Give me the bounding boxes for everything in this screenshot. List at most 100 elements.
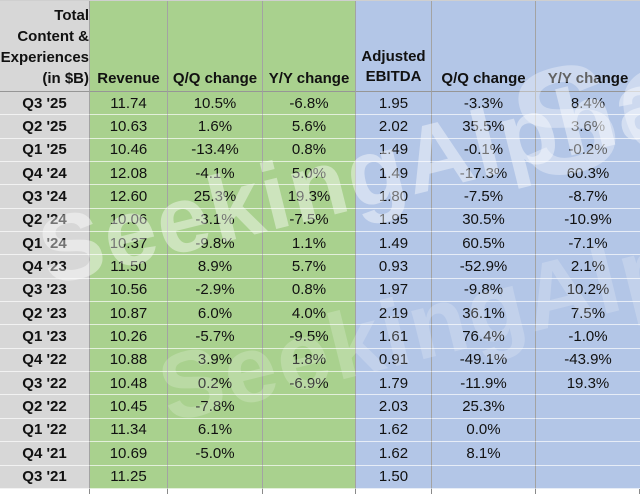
ebitda-cell[interactable]: 1.97 xyxy=(356,278,432,303)
revenue-yy-change-cell[interactable] xyxy=(263,465,356,489)
ebitda-yy-change-cell[interactable]: -8.7% xyxy=(536,185,640,209)
ebitda-cell[interactable]: 0.93 xyxy=(356,255,432,279)
ebitda-cell[interactable]: 2.02 xyxy=(356,115,432,139)
revenue-yy-change-cell[interactable]: 19.3% xyxy=(263,185,356,209)
revenue-yy-change-cell[interactable]: 5.7% xyxy=(263,255,356,279)
revenue-qq-change-cell[interactable]: -7.8% xyxy=(168,395,263,419)
ebitda-cell[interactable]: 1.62 xyxy=(356,418,432,443)
row-label[interactable]: Q2 '22 xyxy=(0,395,90,419)
revenue-cell[interactable]: 11.25 xyxy=(90,465,168,489)
ebitda-qq-change-cell[interactable]: -3.3% xyxy=(432,92,536,116)
ebitda-yy-change-cell[interactable]: 3.6% xyxy=(536,115,640,139)
ebitda-qq-change-cell[interactable] xyxy=(432,465,536,489)
revenue-qq-change-cell[interactable]: -9.8% xyxy=(168,232,263,256)
ebitda-qq-change-cell[interactable]: 76.4% xyxy=(432,325,536,349)
ebitda-qq-change-cell[interactable]: 35.5% xyxy=(432,115,536,139)
col-header-revenue-yy-change[interactable]: Y/Y change xyxy=(263,1,356,92)
revenue-yy-change-cell[interactable]: -9.5% xyxy=(263,325,356,349)
revenue-yy-change-cell[interactable]: -6.8% xyxy=(263,92,356,116)
revenue-yy-change-cell[interactable]: 5.6% xyxy=(263,115,356,139)
revenue-cell[interactable]: 10.88 xyxy=(90,348,168,373)
ebitda-yy-change-cell[interactable]: 2.1% xyxy=(536,255,640,279)
ebitda-yy-change-cell[interactable]: -1.0% xyxy=(536,325,640,349)
ebitda-qq-change-cell[interactable]: 30.5% xyxy=(432,208,536,233)
ebitda-cell[interactable]: 1.50 xyxy=(356,465,432,489)
revenue-yy-change-cell[interactable]: 1.8% xyxy=(263,348,356,373)
revenue-cell[interactable]: 10.87 xyxy=(90,302,168,326)
ebitda-yy-change-cell[interactable]: -43.9% xyxy=(536,348,640,373)
revenue-qq-change-cell[interactable]: 1.6% xyxy=(168,115,263,139)
ebitda-cell[interactable]: 1.95 xyxy=(356,208,432,233)
ebitda-cell[interactable]: 1.49 xyxy=(356,162,432,186)
ebitda-yy-change-cell[interactable] xyxy=(536,395,640,419)
ebitda-yy-change-cell[interactable]: 19.3% xyxy=(536,372,640,396)
revenue-cell[interactable]: 10.63 xyxy=(90,115,168,139)
row-label[interactable]: Q3 '24 xyxy=(0,185,90,209)
ebitda-cell[interactable]: 1.80 xyxy=(356,185,432,209)
revenue-qq-change-cell[interactable]: 3.9% xyxy=(168,348,263,373)
ebitda-qq-change-cell[interactable]: -7.5% xyxy=(432,185,536,209)
col-header-revenue[interactable]: Revenue xyxy=(90,1,168,92)
revenue-cell[interactable]: 10.69 xyxy=(90,442,168,466)
ebitda-yy-change-cell[interactable]: 8.4% xyxy=(536,92,640,116)
revenue-qq-change-cell[interactable]: -3.1% xyxy=(168,208,263,233)
revenue-yy-change-cell[interactable] xyxy=(263,442,356,466)
row-label[interactable]: Q2 '23 xyxy=(0,302,90,326)
ebitda-qq-change-cell[interactable]: -49.1% xyxy=(432,348,536,373)
ebitda-qq-change-cell[interactable]: -17.3% xyxy=(432,162,536,186)
revenue-qq-change-cell[interactable]: -13.4% xyxy=(168,138,263,163)
ebitda-cell[interactable]: 0.91 xyxy=(356,348,432,373)
ebitda-qq-change-cell[interactable]: 36.1% xyxy=(432,302,536,326)
ebitda-cell[interactable]: 1.49 xyxy=(356,138,432,163)
revenue-cell[interactable]: 11.74 xyxy=(90,92,168,116)
revenue-yy-change-cell[interactable]: 1.1% xyxy=(263,232,356,256)
ebitda-yy-change-cell[interactable]: 60.3% xyxy=(536,162,640,186)
ebitda-cell[interactable]: 2.19 xyxy=(356,302,432,326)
ebitda-yy-change-cell[interactable]: 7.5% xyxy=(536,302,640,326)
row-label[interactable]: Q4 '21 xyxy=(0,442,90,466)
row-label[interactable]: Q4 '23 xyxy=(0,255,90,279)
corner-header-cell[interactable]: Total Content & Experiences (in $B) xyxy=(0,1,90,92)
revenue-yy-change-cell[interactable]: -7.5% xyxy=(263,208,356,233)
ebitda-cell[interactable]: 2.03 xyxy=(356,395,432,419)
revenue-yy-change-cell[interactable]: 0.8% xyxy=(263,138,356,163)
row-label[interactable]: Q3 '25 xyxy=(0,92,90,116)
col-header-revenue-qq-change[interactable]: Q/Q change xyxy=(168,1,263,92)
row-label[interactable]: Q1 '24 xyxy=(0,232,90,256)
row-label[interactable]: Q1 '22 xyxy=(0,418,90,443)
ebitda-cell[interactable]: 1.95 xyxy=(356,92,432,116)
row-label[interactable]: Q2 '24 xyxy=(0,208,90,233)
revenue-yy-change-cell[interactable]: 0.8% xyxy=(263,278,356,303)
ebitda-qq-change-cell[interactable]: 0.0% xyxy=(432,418,536,443)
revenue-cell[interactable]: 12.08 xyxy=(90,162,168,186)
row-label[interactable]: Q3 '21 xyxy=(0,465,90,489)
revenue-qq-change-cell[interactable]: -5.7% xyxy=(168,325,263,349)
ebitda-cell[interactable]: 1.79 xyxy=(356,372,432,396)
ebitda-yy-change-cell[interactable]: 10.2% xyxy=(536,278,640,303)
revenue-qq-change-cell[interactable]: 0.2% xyxy=(168,372,263,396)
revenue-qq-change-cell[interactable]: -2.9% xyxy=(168,278,263,303)
revenue-qq-change-cell[interactable]: -4.1% xyxy=(168,162,263,186)
row-label[interactable]: Q4 '24 xyxy=(0,162,90,186)
revenue-cell[interactable]: 10.56 xyxy=(90,278,168,303)
col-header-ebitda-yy-change[interactable]: Y/Y change xyxy=(536,1,640,92)
revenue-cell[interactable]: 11.50 xyxy=(90,255,168,279)
ebitda-yy-change-cell[interactable]: -0.2% xyxy=(536,138,640,163)
ebitda-cell[interactable]: 1.49 xyxy=(356,232,432,256)
row-label[interactable]: Q1 '25 xyxy=(0,138,90,163)
revenue-yy-change-cell[interactable] xyxy=(263,395,356,419)
ebitda-yy-change-cell[interactable] xyxy=(536,465,640,489)
revenue-cell[interactable]: 10.48 xyxy=(90,372,168,396)
ebitda-yy-change-cell[interactable]: -10.9% xyxy=(536,208,640,233)
revenue-qq-change-cell[interactable] xyxy=(168,465,263,489)
ebitda-cell[interactable]: 1.61 xyxy=(356,325,432,349)
ebitda-qq-change-cell[interactable]: -11.9% xyxy=(432,372,536,396)
revenue-yy-change-cell[interactable]: -6.9% xyxy=(263,372,356,396)
revenue-cell[interactable]: 10.26 xyxy=(90,325,168,349)
ebitda-yy-change-cell[interactable] xyxy=(536,418,640,443)
revenue-qq-change-cell[interactable]: 25.3% xyxy=(168,185,263,209)
revenue-cell[interactable]: 10.06 xyxy=(90,208,168,233)
revenue-qq-change-cell[interactable]: 8.9% xyxy=(168,255,263,279)
ebitda-qq-change-cell[interactable]: 8.1% xyxy=(432,442,536,466)
revenue-cell[interactable]: 10.46 xyxy=(90,138,168,163)
